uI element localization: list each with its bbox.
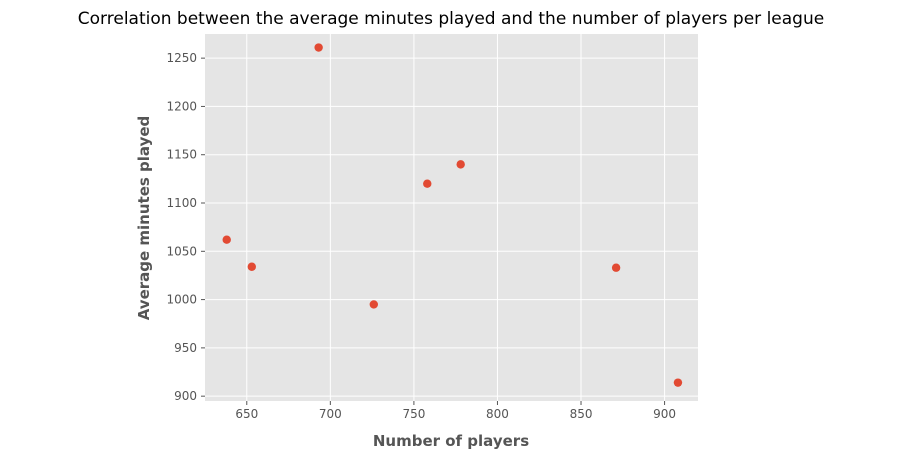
data-point [456, 160, 465, 169]
y-tick-label: 1050 [166, 244, 197, 258]
data-point [423, 179, 432, 188]
chart-title: Correlation between the average minutes … [78, 9, 824, 29]
plot-area [205, 34, 698, 401]
data-point [611, 263, 621, 272]
y-axis-label: Average minutes played [135, 116, 153, 321]
ticks-layer: 650 700 750 800 850 900 900 950 1000 1050 1100 1150… [166, 51, 676, 421]
data-point [673, 378, 683, 387]
x-tick-label: 750 [402, 407, 425, 421]
data-point [314, 43, 323, 52]
y-tick-label: 1150 [166, 148, 197, 162]
x-tick-label: 850 [570, 407, 593, 421]
data-point [369, 300, 378, 309]
points-layer [222, 43, 683, 387]
x-tick-label: 700 [319, 407, 342, 421]
y-tick-label: 1000 [166, 293, 197, 307]
data-point [247, 262, 256, 271]
grid-layer [205, 34, 698, 401]
x-tick-label: 800 [486, 407, 509, 421]
x-tick-label: 900 [653, 407, 676, 421]
y-tick-label: 1200 [166, 99, 197, 113]
y-tick-label: 1100 [166, 196, 197, 210]
y-tick-label: 1250 [166, 51, 197, 65]
y-tick-label: 950 [174, 341, 197, 355]
y-tick-label: 900 [174, 389, 197, 403]
x-tick-label: 650 [235, 407, 258, 421]
x-axis-label: Number of players [373, 432, 529, 450]
data-point [222, 235, 231, 244]
